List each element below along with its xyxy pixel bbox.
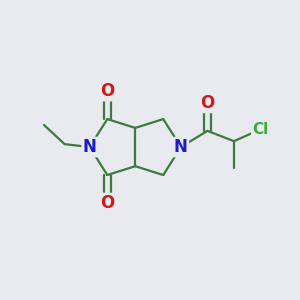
Text: O: O: [100, 82, 114, 100]
Text: O: O: [200, 94, 214, 112]
Text: N: N: [174, 138, 188, 156]
Text: N: N: [83, 138, 97, 156]
Text: Cl: Cl: [252, 122, 268, 137]
Text: O: O: [100, 194, 114, 212]
